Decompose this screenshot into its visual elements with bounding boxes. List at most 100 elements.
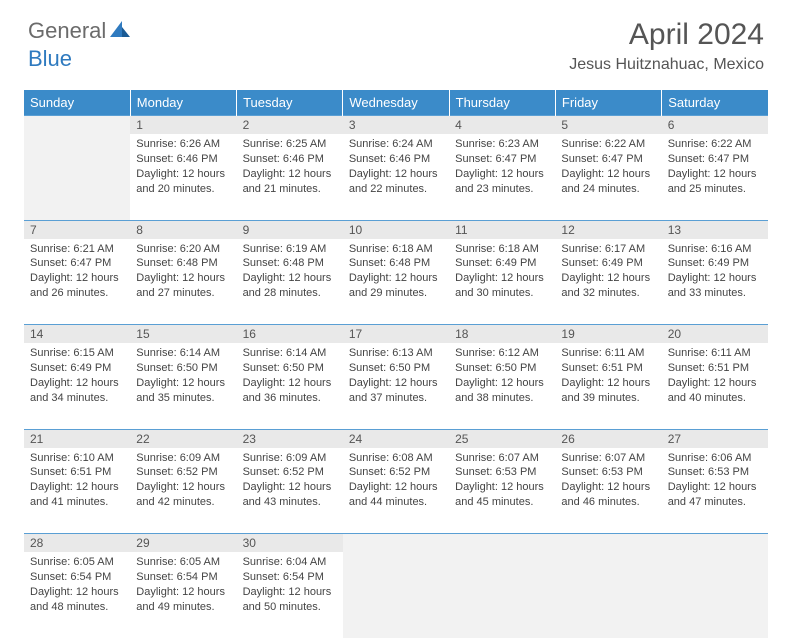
day-content-cell: Sunrise: 6:23 AMSunset: 6:47 PMDaylight:… [449, 134, 555, 220]
weekday-header-row: SundayMondayTuesdayWednesdayThursdayFrid… [24, 90, 768, 116]
sunrise-text: Sunrise: 6:18 AM [349, 242, 443, 257]
daylight-text: and 29 minutes. [349, 286, 443, 301]
daylight-text: and 46 minutes. [561, 495, 655, 510]
day-number-row: 14151617181920 [24, 325, 768, 344]
day-number-cell: 7 [24, 220, 130, 239]
daylight-text: Daylight: 12 hours [668, 480, 762, 495]
day-content-cell: Sunrise: 6:24 AMSunset: 6:46 PMDaylight:… [343, 134, 449, 220]
daylight-text: and 41 minutes. [30, 495, 124, 510]
daylight-text: Daylight: 12 hours [243, 376, 337, 391]
daylight-text: Daylight: 12 hours [561, 167, 655, 182]
daylight-text: Daylight: 12 hours [668, 271, 762, 286]
daylight-text: and 23 minutes. [455, 182, 549, 197]
title-block: April 2024 Jesus Huitznahuac, Mexico [569, 18, 764, 74]
daylight-text: Daylight: 12 hours [136, 585, 230, 600]
daylight-text: and 26 minutes. [30, 286, 124, 301]
day-content-cell: Sunrise: 6:20 AMSunset: 6:48 PMDaylight:… [130, 239, 236, 325]
daylight-text: and 37 minutes. [349, 391, 443, 406]
daylight-text: Daylight: 12 hours [455, 167, 549, 182]
day-number-cell: 20 [662, 325, 768, 344]
day-content-cell: Sunrise: 6:13 AMSunset: 6:50 PMDaylight:… [343, 343, 449, 429]
daylight-text: and 22 minutes. [349, 182, 443, 197]
daylight-text: Daylight: 12 hours [668, 376, 762, 391]
sunset-text: Sunset: 6:46 PM [349, 152, 443, 167]
sunrise-text: Sunrise: 6:18 AM [455, 242, 549, 257]
day-content-cell: Sunrise: 6:17 AMSunset: 6:49 PMDaylight:… [555, 239, 661, 325]
day-content-cell: Sunrise: 6:22 AMSunset: 6:47 PMDaylight:… [555, 134, 661, 220]
daylight-text: Daylight: 12 hours [136, 376, 230, 391]
daylight-text: Daylight: 12 hours [561, 376, 655, 391]
day-number-cell: 24 [343, 429, 449, 448]
weekday-header: Thursday [449, 90, 555, 116]
sunrise-text: Sunrise: 6:22 AM [668, 137, 762, 152]
weekday-header: Sunday [24, 90, 130, 116]
day-number-cell [555, 534, 661, 553]
daylight-text: and 44 minutes. [349, 495, 443, 510]
sunrise-text: Sunrise: 6:24 AM [349, 137, 443, 152]
daylight-text: Daylight: 12 hours [243, 271, 337, 286]
daylight-text: Daylight: 12 hours [136, 271, 230, 286]
day-content-cell: Sunrise: 6:10 AMSunset: 6:51 PMDaylight:… [24, 448, 130, 534]
daylight-text: Daylight: 12 hours [30, 271, 124, 286]
daylight-text: and 39 minutes. [561, 391, 655, 406]
sunrise-text: Sunrise: 6:26 AM [136, 137, 230, 152]
day-number-cell: 2 [237, 116, 343, 135]
sunset-text: Sunset: 6:50 PM [136, 361, 230, 376]
day-number-cell: 15 [130, 325, 236, 344]
day-content-cell [449, 552, 555, 638]
day-content-row: Sunrise: 6:10 AMSunset: 6:51 PMDaylight:… [24, 448, 768, 534]
daylight-text: and 40 minutes. [668, 391, 762, 406]
sunrise-text: Sunrise: 6:21 AM [30, 242, 124, 257]
daylight-text: and 36 minutes. [243, 391, 337, 406]
day-number-cell: 14 [24, 325, 130, 344]
sunrise-text: Sunrise: 6:14 AM [243, 346, 337, 361]
day-number-cell: 11 [449, 220, 555, 239]
daylight-text: Daylight: 12 hours [455, 271, 549, 286]
daylight-text: Daylight: 12 hours [243, 585, 337, 600]
day-content-cell: Sunrise: 6:14 AMSunset: 6:50 PMDaylight:… [130, 343, 236, 429]
sunrise-text: Sunrise: 6:05 AM [30, 555, 124, 570]
day-number-cell: 3 [343, 116, 449, 135]
day-content-cell: Sunrise: 6:18 AMSunset: 6:49 PMDaylight:… [449, 239, 555, 325]
day-number-cell: 12 [555, 220, 661, 239]
daylight-text: Daylight: 12 hours [30, 585, 124, 600]
daylight-text: Daylight: 12 hours [561, 480, 655, 495]
weekday-header: Monday [130, 90, 236, 116]
sunset-text: Sunset: 6:51 PM [561, 361, 655, 376]
day-number-cell: 27 [662, 429, 768, 448]
day-content-cell [555, 552, 661, 638]
sunrise-text: Sunrise: 6:11 AM [668, 346, 762, 361]
sunrise-text: Sunrise: 6:06 AM [668, 451, 762, 466]
day-number-cell: 16 [237, 325, 343, 344]
sunset-text: Sunset: 6:50 PM [455, 361, 549, 376]
daylight-text: Daylight: 12 hours [668, 167, 762, 182]
daylight-text: and 20 minutes. [136, 182, 230, 197]
sunrise-text: Sunrise: 6:25 AM [243, 137, 337, 152]
day-number-cell: 4 [449, 116, 555, 135]
sunset-text: Sunset: 6:49 PM [455, 256, 549, 271]
day-content-cell [662, 552, 768, 638]
day-number-cell: 23 [237, 429, 343, 448]
sunset-text: Sunset: 6:49 PM [561, 256, 655, 271]
day-number-cell: 19 [555, 325, 661, 344]
day-content-cell: Sunrise: 6:16 AMSunset: 6:49 PMDaylight:… [662, 239, 768, 325]
daylight-text: and 45 minutes. [455, 495, 549, 510]
sunrise-text: Sunrise: 6:13 AM [349, 346, 443, 361]
location-text: Jesus Huitznahuac, Mexico [569, 56, 764, 74]
sunset-text: Sunset: 6:54 PM [30, 570, 124, 585]
sunrise-text: Sunrise: 6:10 AM [30, 451, 124, 466]
sunset-text: Sunset: 6:46 PM [243, 152, 337, 167]
daylight-text: Daylight: 12 hours [455, 480, 549, 495]
sunset-text: Sunset: 6:52 PM [349, 465, 443, 480]
day-number-cell: 9 [237, 220, 343, 239]
day-number-cell: 21 [24, 429, 130, 448]
daylight-text: Daylight: 12 hours [349, 480, 443, 495]
day-content-cell: Sunrise: 6:25 AMSunset: 6:46 PMDaylight:… [237, 134, 343, 220]
daylight-text: Daylight: 12 hours [349, 376, 443, 391]
daylight-text: and 47 minutes. [668, 495, 762, 510]
sunset-text: Sunset: 6:47 PM [561, 152, 655, 167]
logo: General [28, 18, 132, 44]
daylight-text: and 28 minutes. [243, 286, 337, 301]
day-number-cell: 26 [555, 429, 661, 448]
day-number-cell: 13 [662, 220, 768, 239]
